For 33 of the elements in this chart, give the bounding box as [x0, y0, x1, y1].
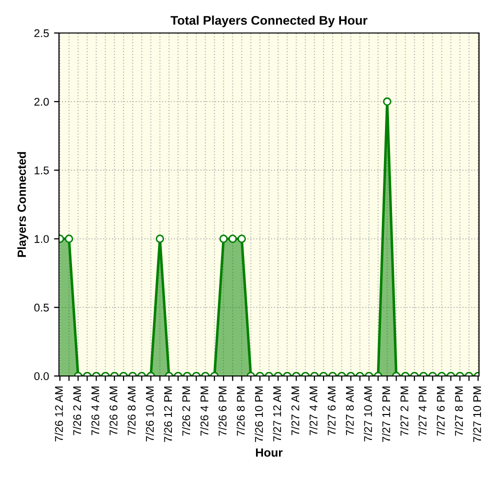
x-tick-label: 7/26 2 PM	[182, 386, 190, 436]
x-tick-label: 7/27 2 AM	[291, 386, 300, 436]
y-tick-label: 0.5	[34, 304, 49, 312]
y-tick-label: 2.5	[34, 29, 49, 38]
x-tick-label: 7/26 8 PM	[236, 386, 245, 436]
x-tick-label: 7/26 10 PM	[254, 386, 263, 442]
x-tick-label: 7/27 12 AM	[272, 386, 282, 442]
x-tick-label: 7/27 12 PM	[382, 386, 390, 442]
x-tick-label: 7/27 8 PM	[454, 386, 463, 436]
x-tick-label: 7/27 10 PM	[472, 386, 482, 442]
y-tick-label: 1.5	[34, 166, 49, 174]
x-axis-title: Hour	[256, 448, 283, 457]
x-tick-label: 7/26 6 AM	[109, 386, 118, 436]
x-tick-label: 7/26 10 AM	[146, 386, 154, 442]
x-tick-label: 7/26 2 AM	[72, 386, 82, 436]
x-tick-label: 7/27 10 AM	[364, 386, 372, 442]
x-tick-label: 7/27 6 AM	[327, 386, 336, 436]
chart-title: Total Players Connected By Hour	[170, 16, 368, 28]
x-tick-label: 7/27 8 AM	[346, 386, 354, 436]
x-tick-label: 7/27 4 AM	[309, 386, 318, 436]
x-tick-label: 7/26 4 PM	[200, 386, 208, 436]
x-tick-label: 7/26 8 AM	[127, 386, 136, 436]
x-tick-label: 7/27 6 PM	[436, 386, 445, 436]
x-tick-label: 7/27 4 PM	[418, 386, 427, 436]
y-axis-title: Players Connected	[17, 152, 28, 257]
x-tick-label: 7/26 6 PM	[218, 386, 227, 436]
y-tick-label: 2.0	[34, 98, 49, 106]
x-tick-label: 7/26 4 AM	[91, 386, 100, 436]
x-tick-label: 7/27 2 PM	[400, 386, 408, 436]
x-tick-label: 7/26 12 PM	[164, 386, 172, 442]
x-tick-label: 7/26 12 AM	[54, 386, 63, 442]
y-tick-label: 1.0	[34, 235, 49, 243]
y-tick-label: 0.0	[34, 372, 49, 380]
